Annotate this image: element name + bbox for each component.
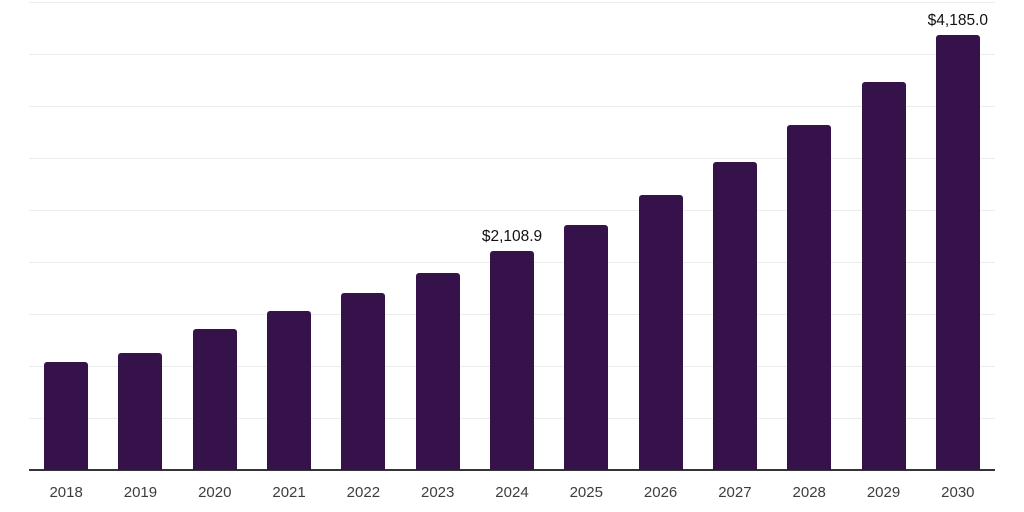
data-label-2024: $2,108.9: [481, 227, 543, 245]
x-axis-line: [29, 469, 995, 471]
bar-2030: [935, 34, 980, 470]
x-tick-2028: 2028: [792, 484, 826, 501]
x-tick-2020: 2020: [198, 484, 232, 501]
bar-2023: [415, 273, 460, 470]
x-tick-2022: 2022: [346, 484, 381, 501]
plot-area: $2,108.9 $4,185.0: [29, 2, 995, 471]
x-tick-2030: 2030: [941, 484, 975, 501]
x-tick-2019: 2019: [123, 484, 158, 501]
data-label-2030: $4,185.0: [927, 11, 989, 29]
x-axis-labels: 2018 2019 2020 2021 2022 2023 2024 2025 2026 2027…: [29, 470, 995, 512]
bar-2020: [192, 329, 237, 470]
gridline: [29, 106, 995, 107]
bar-2027: [712, 161, 757, 470]
gridline: [29, 210, 995, 211]
bar-2029: [861, 81, 906, 470]
bar-2026: [638, 194, 683, 470]
x-tick-2027: 2027: [718, 484, 752, 501]
bar-2024: [490, 250, 534, 470]
x-tick-2029: 2029: [866, 484, 901, 501]
x-tick-2025: 2025: [569, 484, 603, 501]
x-tick-2023: 2023: [420, 484, 455, 501]
bar-2025: [564, 224, 609, 470]
bar-2021: [267, 310, 312, 470]
x-tick-2024: 2024: [495, 484, 529, 501]
bar-2022: [341, 293, 386, 470]
bar-2028: [787, 124, 832, 470]
x-tick-2026: 2026: [643, 484, 678, 501]
bar-2018: [44, 361, 89, 470]
bar-2019: [118, 352, 163, 470]
x-tick-2018: 2018: [49, 484, 83, 501]
gridline: [29, 2, 995, 3]
gridline: [29, 54, 995, 55]
gridline: [29, 158, 995, 159]
x-tick-2021: 2021: [272, 484, 306, 501]
